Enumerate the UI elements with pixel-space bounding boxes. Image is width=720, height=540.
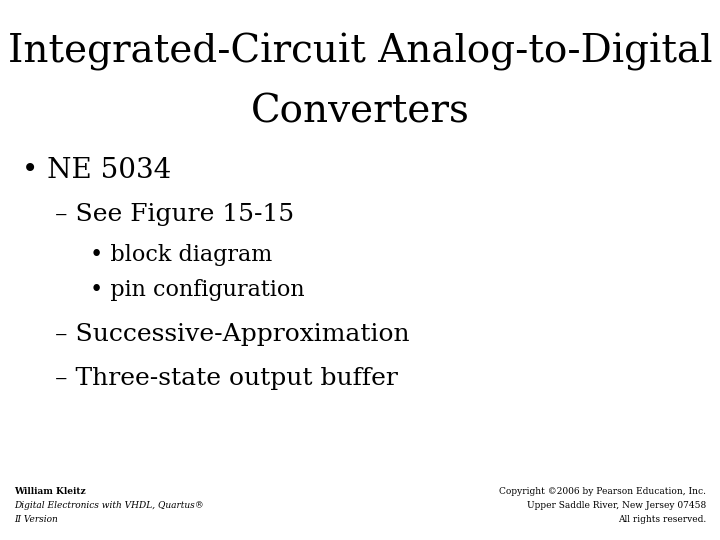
Text: Digital Electronics with VHDL, Quartus®: Digital Electronics with VHDL, Quartus®: [14, 502, 204, 510]
Text: – Successive-Approximation: – Successive-Approximation: [55, 323, 410, 347]
Text: – See Figure 15-15: – See Figure 15-15: [55, 204, 294, 226]
Text: William Kleitz: William Kleitz: [14, 488, 86, 496]
Text: – Three-state output buffer: – Three-state output buffer: [55, 367, 398, 389]
Text: • NE 5034: • NE 5034: [22, 157, 171, 184]
Text: II Version: II Version: [14, 516, 58, 524]
Text: • pin configuration: • pin configuration: [90, 279, 305, 301]
Text: Converters: Converters: [251, 93, 469, 131]
Text: All rights reserved.: All rights reserved.: [618, 516, 706, 524]
Text: Integrated-Circuit Analog-to-Digital: Integrated-Circuit Analog-to-Digital: [8, 33, 712, 71]
Text: • block diagram: • block diagram: [90, 244, 272, 266]
Text: Copyright ©2006 by Pearson Education, Inc.: Copyright ©2006 by Pearson Education, In…: [499, 488, 706, 496]
Text: Upper Saddle River, New Jersey 07458: Upper Saddle River, New Jersey 07458: [527, 502, 706, 510]
